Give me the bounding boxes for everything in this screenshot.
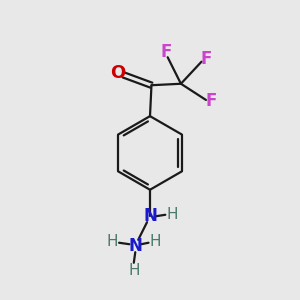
Text: N: N — [143, 207, 157, 225]
Text: H: H — [149, 234, 161, 249]
Text: H: H — [166, 207, 178, 222]
Text: O: O — [111, 64, 126, 82]
Text: F: F — [205, 92, 217, 110]
Text: N: N — [128, 237, 142, 255]
Text: H: H — [106, 234, 118, 249]
Text: F: F — [160, 43, 172, 61]
Text: H: H — [128, 263, 140, 278]
Text: F: F — [201, 50, 212, 68]
